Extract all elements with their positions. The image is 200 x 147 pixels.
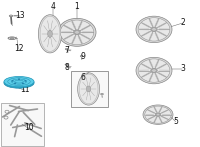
Ellipse shape <box>58 18 96 46</box>
Bar <box>1 103 44 146</box>
Text: 9: 9 <box>81 52 85 61</box>
Ellipse shape <box>74 30 80 35</box>
Ellipse shape <box>101 93 103 95</box>
Text: 11: 11 <box>20 85 30 94</box>
Ellipse shape <box>138 59 170 82</box>
Ellipse shape <box>152 69 156 72</box>
Circle shape <box>18 79 20 80</box>
Text: 5: 5 <box>174 117 178 126</box>
Ellipse shape <box>48 30 52 37</box>
Circle shape <box>25 80 26 82</box>
Ellipse shape <box>155 113 161 116</box>
Ellipse shape <box>151 27 157 32</box>
Ellipse shape <box>4 76 34 87</box>
Ellipse shape <box>78 73 100 105</box>
Circle shape <box>12 80 13 82</box>
Ellipse shape <box>60 20 94 45</box>
Ellipse shape <box>65 64 68 65</box>
Ellipse shape <box>4 77 34 87</box>
Text: 12: 12 <box>14 44 24 53</box>
Text: 4: 4 <box>51 2 55 11</box>
Ellipse shape <box>38 15 62 53</box>
Ellipse shape <box>79 74 98 104</box>
Circle shape <box>22 83 24 84</box>
Bar <box>71 71 108 107</box>
Text: 10: 10 <box>24 123 34 132</box>
Ellipse shape <box>143 105 173 124</box>
Ellipse shape <box>86 86 91 92</box>
Ellipse shape <box>8 37 16 40</box>
Ellipse shape <box>152 28 156 31</box>
Text: 1: 1 <box>75 2 79 11</box>
Ellipse shape <box>156 113 160 116</box>
Text: 6: 6 <box>81 73 85 82</box>
Ellipse shape <box>136 16 172 43</box>
Text: 7: 7 <box>65 46 69 55</box>
Ellipse shape <box>151 68 157 73</box>
Ellipse shape <box>136 57 172 84</box>
Text: 2: 2 <box>181 18 185 27</box>
Ellipse shape <box>65 49 68 50</box>
Text: 3: 3 <box>181 64 185 73</box>
Ellipse shape <box>80 55 83 57</box>
Ellipse shape <box>138 18 170 41</box>
Text: 8: 8 <box>65 63 69 72</box>
Ellipse shape <box>40 16 60 51</box>
Ellipse shape <box>75 31 79 34</box>
Ellipse shape <box>10 38 14 39</box>
Ellipse shape <box>145 106 171 123</box>
Ellipse shape <box>9 15 13 17</box>
Circle shape <box>14 83 16 84</box>
Text: 13: 13 <box>15 11 25 20</box>
Ellipse shape <box>4 78 34 88</box>
